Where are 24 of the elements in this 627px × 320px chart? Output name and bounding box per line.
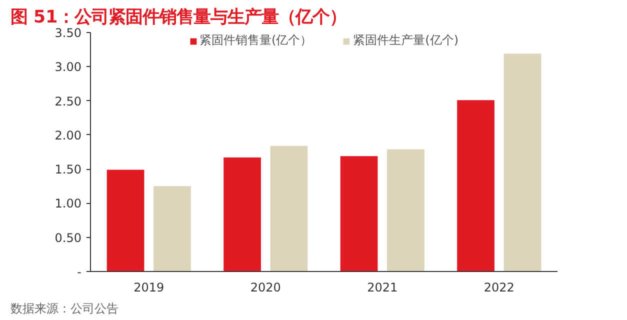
bar [387, 149, 424, 272]
y-tick-label: - [77, 265, 82, 279]
bar [106, 170, 144, 272]
chart-title: 图 51：公司紧固件销售量与生产量（亿个） [10, 8, 347, 28]
bar [340, 156, 378, 272]
x-tick-label: 2022 [484, 280, 514, 294]
y-tick-label: 1.00 [54, 196, 82, 211]
y-tick-label: 2.50 [54, 94, 82, 108]
bar [504, 54, 542, 272]
x-tick-label: 2019 [134, 280, 164, 294]
y-tick-label: 2.00 [54, 128, 82, 142]
legend-label: 紧固件销售量(亿个） [199, 32, 312, 49]
bar [154, 186, 191, 272]
bar [457, 100, 494, 272]
y-tick-label: 3.50 [54, 26, 82, 40]
y-tick-label: 3.00 [54, 60, 82, 74]
y-tick-label: 1.50 [54, 162, 82, 177]
legend-label: 紧固件生产量(亿个) [353, 32, 459, 49]
x-tick-label: 2021 [367, 280, 398, 294]
bar [270, 146, 308, 272]
bar [224, 157, 261, 272]
x-tick-label: 2020 [250, 280, 281, 294]
y-tick-label: 0.50 [54, 230, 82, 245]
source-note: 数据来源：公司公告 [10, 302, 118, 316]
